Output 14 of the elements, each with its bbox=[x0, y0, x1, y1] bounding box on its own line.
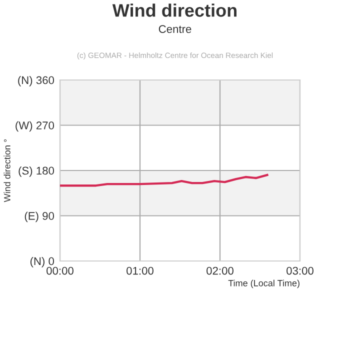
y-tick-label: (N) 0 bbox=[30, 256, 54, 268]
x-tick-label: 03:00 bbox=[286, 266, 314, 275]
y-axis-title: Wind direction ° bbox=[4, 139, 10, 202]
y-tick-label: (E) 90 bbox=[24, 212, 54, 222]
chart-subtitle: Centre bbox=[158, 25, 192, 33]
x-axis-title: Time (Local Time) bbox=[228, 280, 300, 288]
y-tick-label: (W) 270 bbox=[16, 121, 54, 132]
x-tick-label: 02:00 bbox=[206, 266, 234, 275]
x-tick-label: 00:00 bbox=[46, 266, 74, 275]
x-tick-label: 01:00 bbox=[126, 266, 154, 275]
line-series bbox=[60, 174, 268, 187]
y-tick-label: (S) 180 bbox=[18, 166, 54, 177]
y-tick-label: (N) 360 bbox=[18, 76, 54, 86]
chart-title: Wind direction bbox=[112, 4, 236, 17]
